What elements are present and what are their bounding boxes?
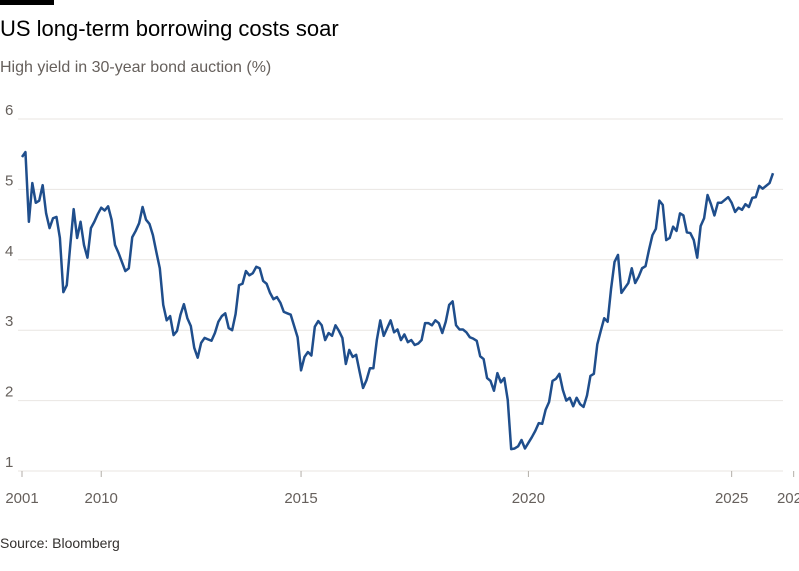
source: Source: Bloomberg	[0, 535, 120, 551]
y-tick-label: 5	[5, 172, 13, 189]
y-tick-label: 2	[5, 384, 13, 401]
y-tick-label: 1	[5, 454, 13, 471]
y-tick-label: 6	[5, 102, 13, 119]
x-tick-label: 2026	[777, 490, 799, 507]
chart-subtitle: High yield in 30-year bond auction (%)	[0, 59, 271, 76]
line-series	[20, 150, 775, 451]
x-tick-label: 2001	[5, 490, 38, 507]
y-tick-label: 3	[5, 313, 13, 330]
x-tick-label: 2025	[715, 490, 748, 507]
y-tick-label: 4	[5, 243, 13, 260]
x-tick-label: 2010	[85, 490, 118, 507]
x-tick-label: 2015	[284, 490, 317, 507]
chart-title: US long-term borrowing costs soar	[0, 16, 339, 41]
brand-bar	[0, 0, 54, 5]
x-tick-label: 2020	[512, 490, 545, 507]
